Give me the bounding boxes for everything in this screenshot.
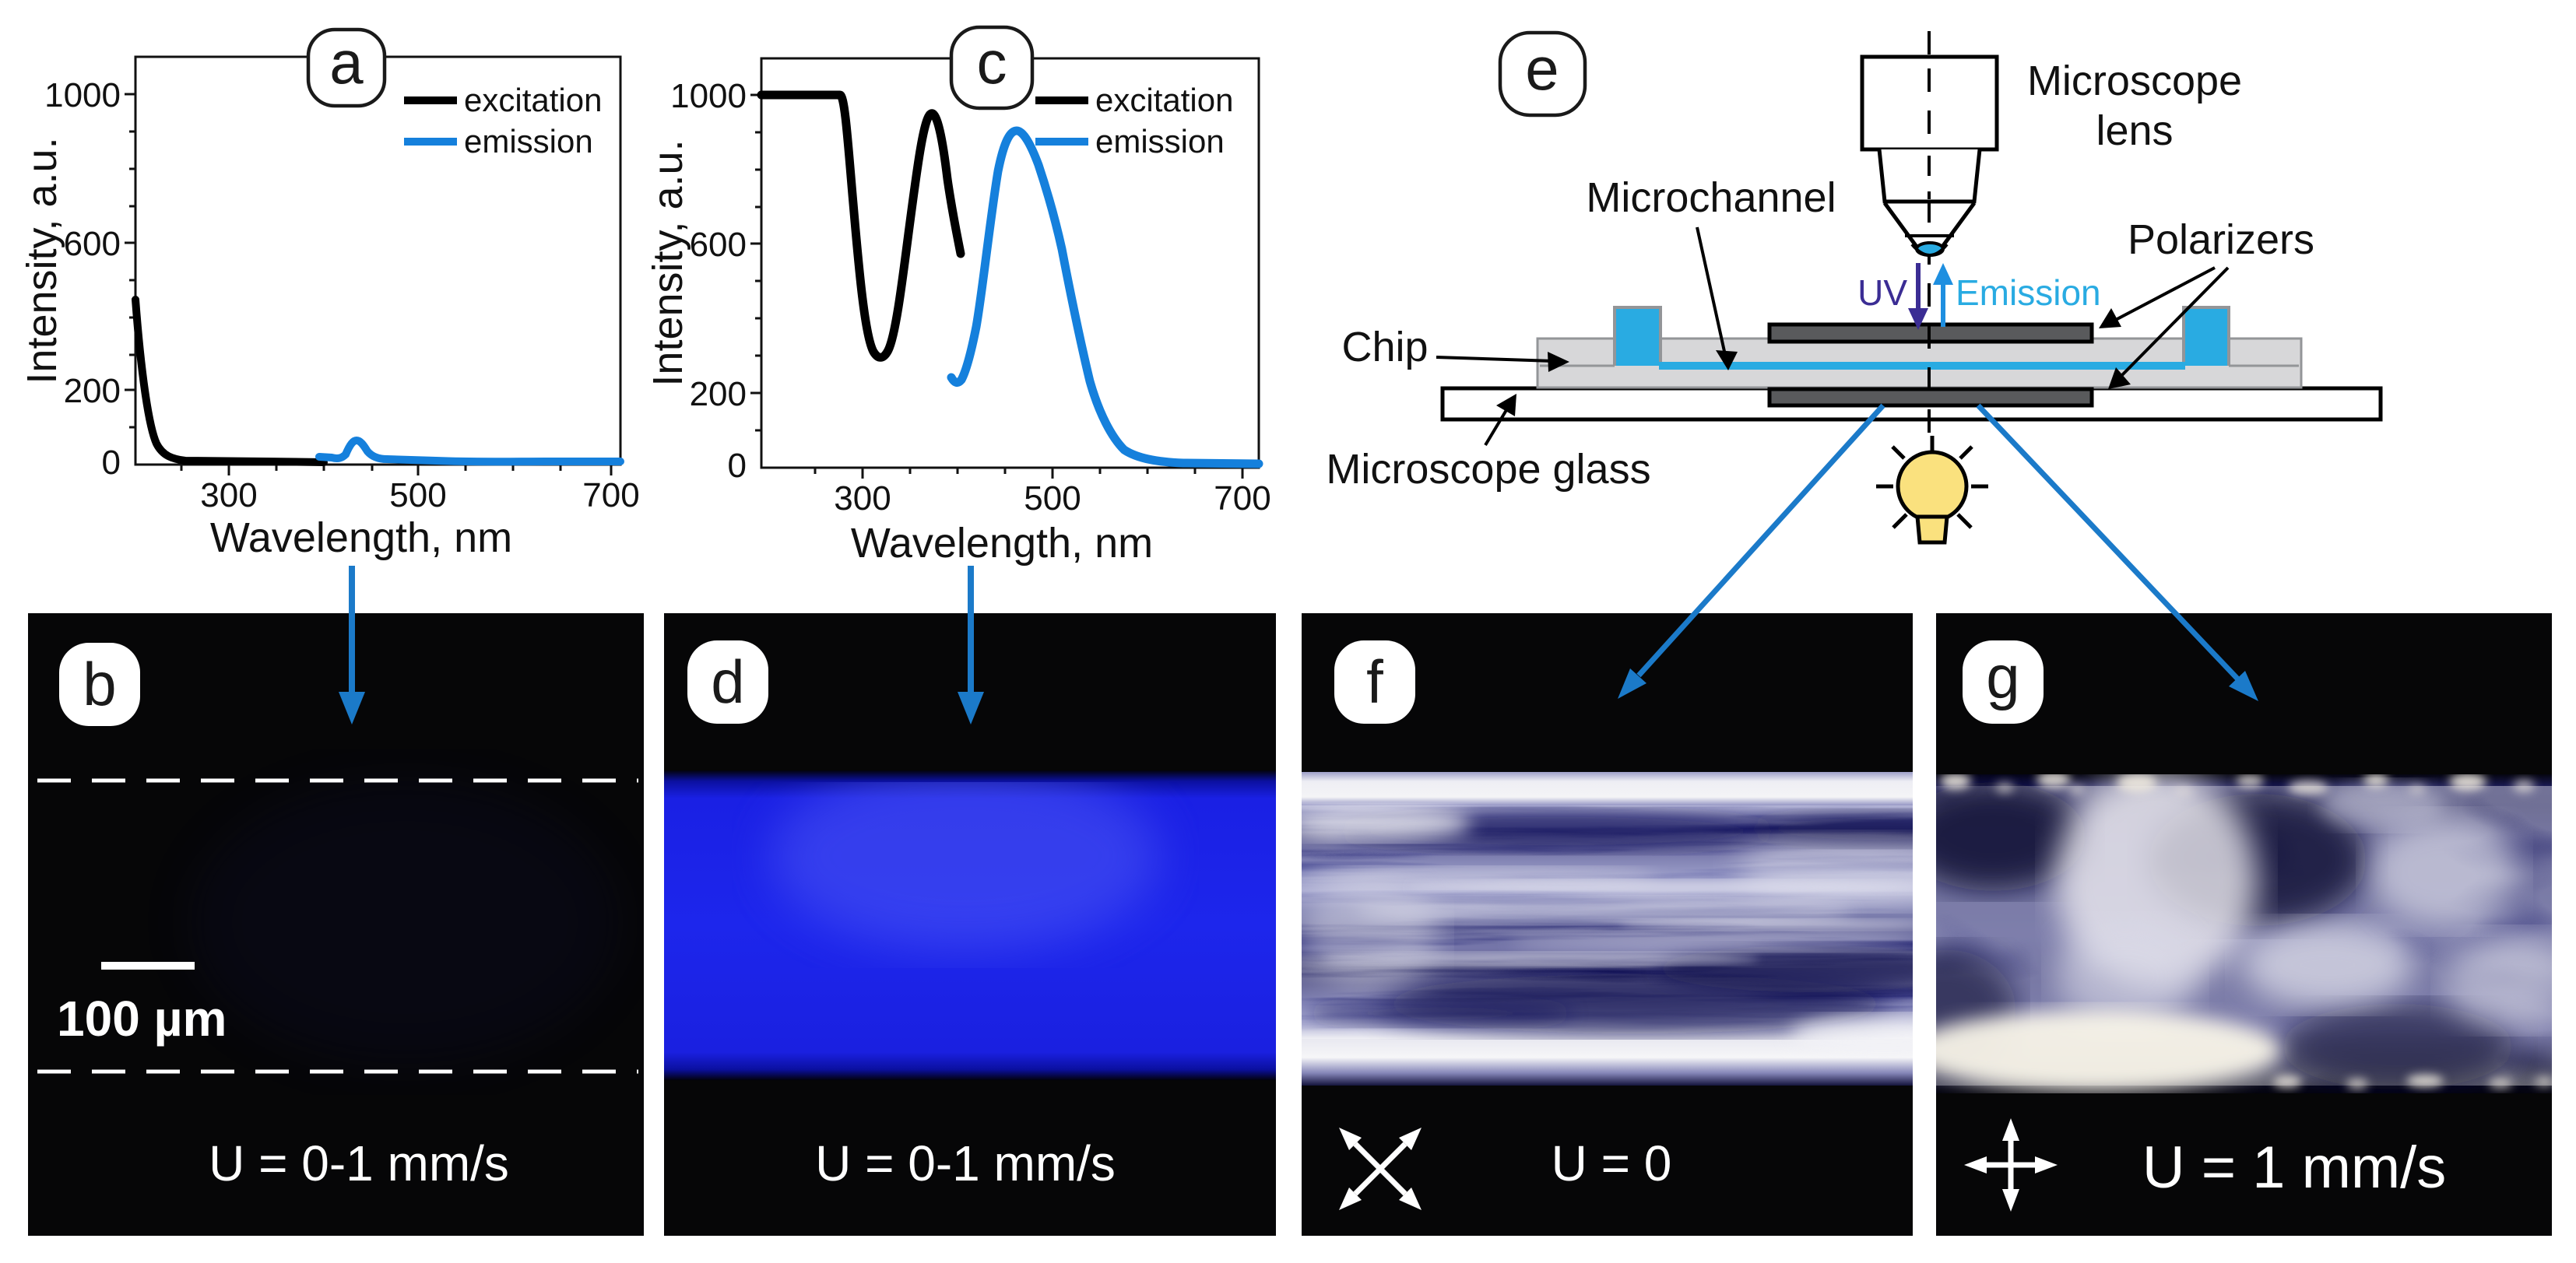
svg-text:700: 700 [582, 476, 639, 514]
svg-text:Intensity, a.u.: Intensity, a.u. [19, 137, 65, 384]
svg-text:100 µm: 100 µm [57, 991, 227, 1047]
svg-text:U = 1 mm/s: U = 1 mm/s [2142, 1135, 2447, 1201]
svg-text:emission: emission [1095, 123, 1225, 160]
svg-text:UV: UV [1857, 272, 1907, 313]
svg-text:Polarizers: Polarizers [2128, 216, 2314, 263]
svg-text:1000: 1000 [44, 76, 121, 114]
svg-text:excitation: excitation [464, 82, 602, 118]
svg-text:0: 0 [102, 444, 121, 482]
svg-text:e: e [1525, 34, 1559, 103]
svg-text:U = 0: U = 0 [1552, 1135, 1672, 1191]
svg-text:Emission: Emission [1956, 272, 2101, 313]
svg-text:a: a [329, 28, 364, 96]
svg-text:d: d [711, 647, 744, 716]
svg-text:g: g [1986, 643, 2019, 711]
svg-text:Wavelength, nm: Wavelength, nm [851, 520, 1153, 567]
svg-text:f: f [1366, 647, 1383, 716]
svg-text:200: 200 [64, 372, 121, 410]
svg-text:Chip: Chip [1341, 324, 1428, 370]
svg-text:300: 300 [200, 476, 257, 514]
svg-text:500: 500 [1024, 479, 1081, 517]
svg-text:Microscope: Microscope [2027, 58, 2242, 104]
svg-text:emission: emission [464, 123, 593, 160]
svg-text:1000: 1000 [670, 77, 747, 115]
svg-text:Intensity, a.u.: Intensity, a.u. [645, 139, 691, 386]
svg-text:700: 700 [1214, 479, 1270, 517]
svg-text:U = 0-1 mm/s: U = 0-1 mm/s [209, 1135, 509, 1191]
svg-text:lens: lens [2096, 107, 2173, 154]
svg-text:Microchannel: Microchannel [1586, 174, 1836, 221]
svg-text:200: 200 [690, 375, 747, 413]
svg-text:b: b [83, 650, 116, 718]
svg-text:Microscope glass: Microscope glass [1326, 446, 1650, 493]
svg-text:300: 300 [834, 479, 891, 517]
svg-text:600: 600 [64, 225, 121, 263]
svg-text:500: 500 [389, 476, 446, 514]
svg-text:Wavelength, nm: Wavelength, nm [210, 514, 512, 561]
svg-text:c: c [977, 28, 1007, 96]
svg-text:600: 600 [690, 226, 747, 264]
svg-text:excitation: excitation [1095, 82, 1233, 118]
svg-text:U = 0-1 mm/s: U = 0-1 mm/s [815, 1135, 1116, 1191]
svg-text:0: 0 [728, 447, 747, 485]
